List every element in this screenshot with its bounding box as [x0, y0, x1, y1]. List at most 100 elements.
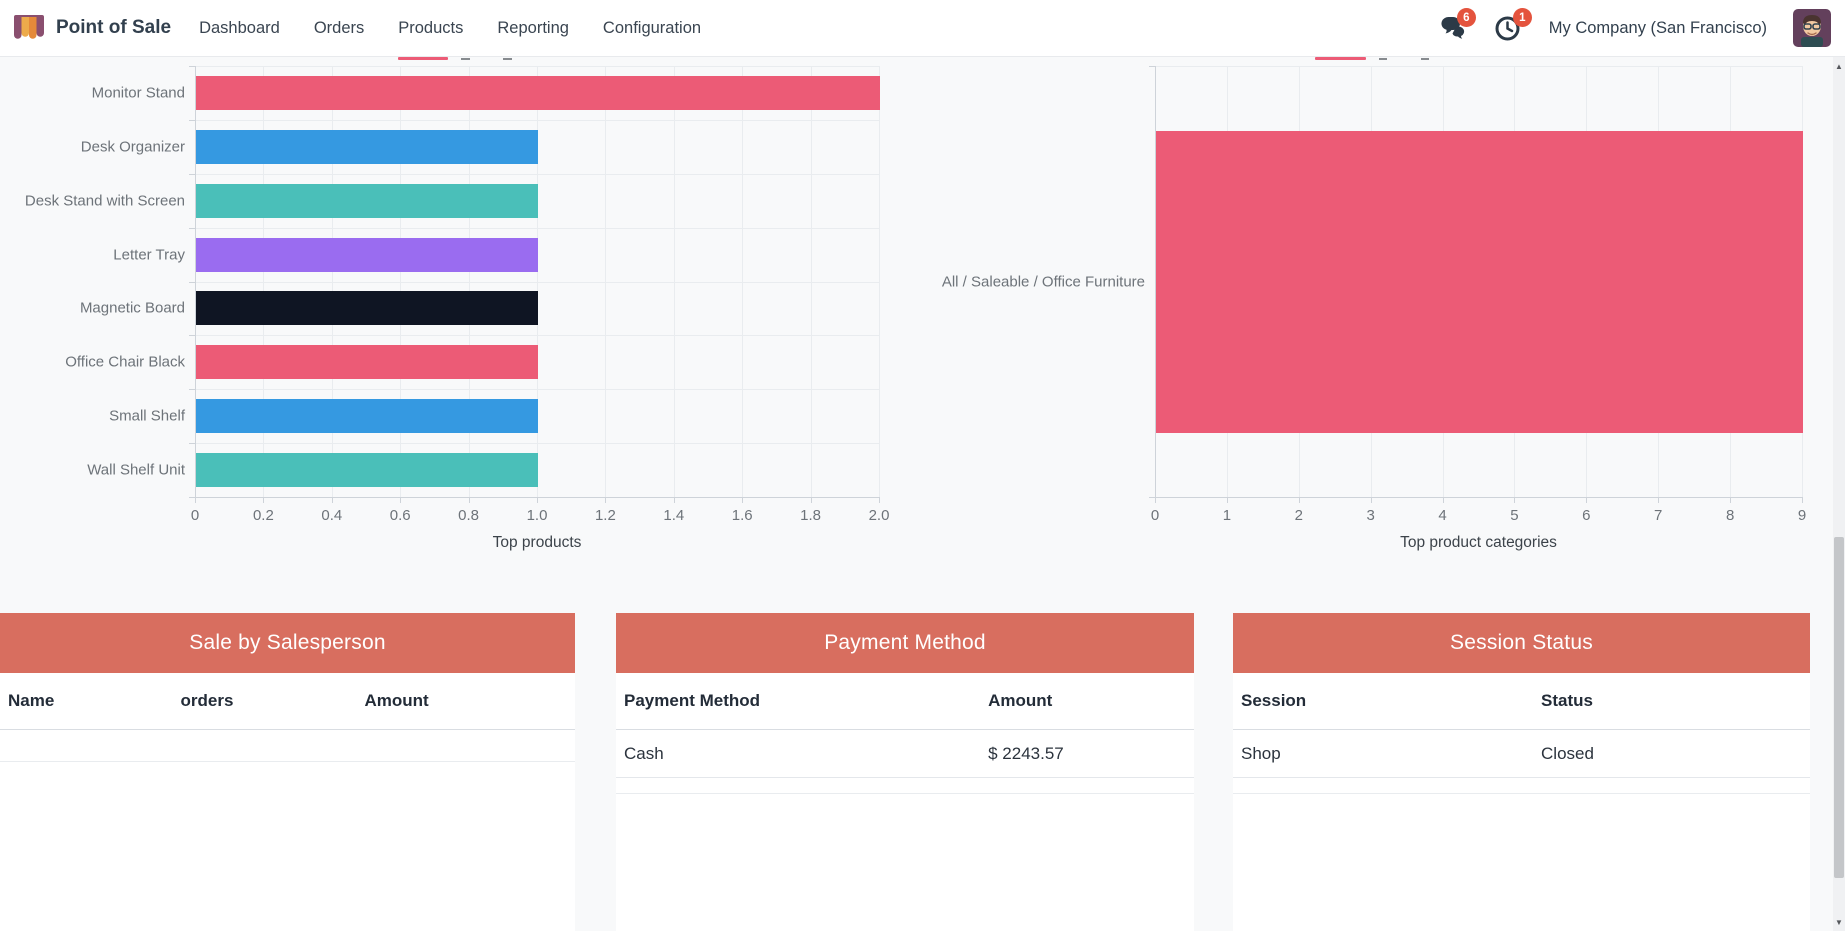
card-title: Session Status: [1233, 613, 1810, 673]
x-tick-label: 1.0: [526, 507, 548, 524]
x-tickmark: [742, 497, 744, 503]
chart-axis-title: Top products: [492, 534, 582, 551]
activities-button[interactable]: 1: [1493, 8, 1532, 43]
y-tickmark: [1149, 66, 1155, 67]
x-tickmark: [1802, 497, 1803, 503]
messages-badge: 6: [1456, 8, 1476, 27]
y-gridline: [195, 443, 879, 445]
y-gridline: [195, 173, 879, 175]
y-gridline: [195, 66, 879, 67]
menu-dashboard[interactable]: Dashboard: [199, 18, 280, 37]
category-label: Wall Shelf Unit: [87, 461, 185, 479]
menu-orders[interactable]: Orders: [313, 18, 365, 37]
card-title: Sale by Salesperson: [0, 613, 575, 673]
table-row: Shop Closed: [1233, 730, 1810, 778]
y-tickmark: [189, 389, 195, 391]
x-tick-label: 0.6: [389, 507, 411, 524]
payment-method-table: Payment Method Amount Cash $ 2243.57: [616, 673, 1194, 931]
category-label: Monitor Stand: [91, 84, 185, 102]
app-title[interactable]: Point of Sale: [56, 17, 172, 38]
table-cell: $ 2243.57: [988, 743, 1064, 763]
x-tickmark: [1442, 497, 1444, 503]
y-gridline: [195, 335, 879, 337]
x-tick-label: 2.0: [868, 507, 890, 524]
y-tickmark: [189, 227, 195, 229]
company-switcher[interactable]: My Company (San Francisco): [1548, 18, 1767, 37]
x-tickmark: [1155, 497, 1156, 503]
x-tick-label: 0.8: [458, 507, 480, 524]
clock-activities-icon: [1495, 16, 1520, 40]
category-label: Office Chair Black: [65, 353, 185, 371]
scroll-up-arrow-icon[interactable]: ▲: [1835, 61, 1843, 71]
top-product-categories-chart[interactable]: 0 1 2 3 4 5 6 7 8 9 All / Saleable / Office Furnit…: [905, 57, 1833, 560]
category-label: Desk Stand with Screen: [24, 192, 185, 210]
top-navbar: Point of Sale Dashboard Orders Products …: [0, 0, 1845, 57]
x-tick-label: 2: [1294, 507, 1303, 524]
y-tickmark: [189, 281, 195, 283]
y-axis-line: [1155, 66, 1156, 497]
user-avatar[interactable]: [1793, 9, 1831, 47]
x-tickmark: [1658, 497, 1660, 503]
x-tick-label: 7: [1654, 507, 1663, 524]
menu-reporting[interactable]: Reporting: [497, 18, 569, 37]
x-tick-label: 0: [1150, 507, 1160, 524]
category-label: Letter Tray: [113, 246, 185, 264]
x-tickmark: [195, 497, 196, 503]
bar-small-shelf[interactable]: [196, 399, 538, 434]
empty-row: [616, 778, 1194, 794]
bar-monitor-stand[interactable]: [196, 75, 880, 110]
y-tickmark: [189, 497, 195, 498]
x-tick-label: 0: [190, 507, 200, 524]
x-tick-label: 0.2: [252, 507, 274, 524]
card-title: Payment Method: [616, 613, 1194, 673]
bar-desk-organizer[interactable]: [196, 129, 538, 164]
empty-row: [1233, 778, 1810, 794]
y-tickmark: [189, 443, 195, 445]
x-tick-label: 3: [1366, 507, 1375, 524]
bar-wall-shelf-unit[interactable]: [196, 453, 538, 488]
x-tickmark: [1730, 497, 1732, 503]
y-gridline: [1155, 66, 1802, 67]
x-tickmark: [537, 497, 538, 503]
column-header: Amount: [364, 691, 429, 710]
top-products-chart[interactable]: 0 0.2 0.4 0.6 0.8 1.0 1.2 1.4 1.6 1.8 2.0 Monitor S…: [0, 57, 905, 560]
y-gridline: [195, 389, 879, 391]
y-tickmark: [1149, 497, 1155, 498]
bar-office-chair-black[interactable]: [196, 345, 538, 380]
bar-magnetic-board[interactable]: [196, 291, 538, 326]
y-tickmark: [189, 66, 195, 67]
x-tickmark: [1586, 497, 1588, 503]
y-tickmark: [189, 119, 195, 121]
chat-bubbles-icon: [1441, 16, 1464, 39]
table-cell: Shop: [1241, 743, 1281, 763]
app-brand[interactable]: Point of Sale: [12, 11, 171, 45]
table-cell: Cash: [624, 743, 664, 763]
vertical-scrollbar[interactable]: ▲ ▼: [1833, 57, 1845, 931]
point-of-sale-app-icon[interactable]: [12, 11, 46, 45]
x-tickmark: [810, 497, 812, 503]
activities-badge: 1: [1512, 8, 1532, 27]
bar-all-saleable-office-furniture[interactable]: [1156, 130, 1803, 433]
column-header: Status: [1541, 691, 1593, 710]
x-tick-label: 0.4: [321, 507, 343, 524]
menu-products[interactable]: Products: [398, 18, 464, 37]
messages-button[interactable]: 6: [1437, 8, 1476, 43]
x-tickmark: [331, 497, 333, 503]
scroll-down-arrow-icon[interactable]: ▼: [1835, 917, 1843, 927]
y-axis-line: [195, 66, 196, 497]
bar-letter-tray[interactable]: [196, 237, 538, 272]
column-header: Session: [1241, 691, 1307, 710]
column-header: Amount: [988, 691, 1053, 710]
category-label: Desk Organizer: [80, 138, 185, 156]
x-tickmark: [1370, 497, 1372, 503]
x-tickmark: [468, 497, 470, 503]
menu-configuration[interactable]: Configuration: [602, 18, 702, 37]
x-tick-label: 6: [1582, 507, 1591, 524]
table-header-row: Name orders Amount: [0, 673, 575, 730]
bar-desk-stand-with-screen[interactable]: [196, 183, 538, 218]
x-axis-line: [1155, 497, 1802, 498]
scrollbar-thumb[interactable]: [1834, 537, 1844, 878]
navbar-systray: 6 1 My Company (San Francisco): [1437, 8, 1831, 47]
column-header: Name: [8, 691, 55, 710]
